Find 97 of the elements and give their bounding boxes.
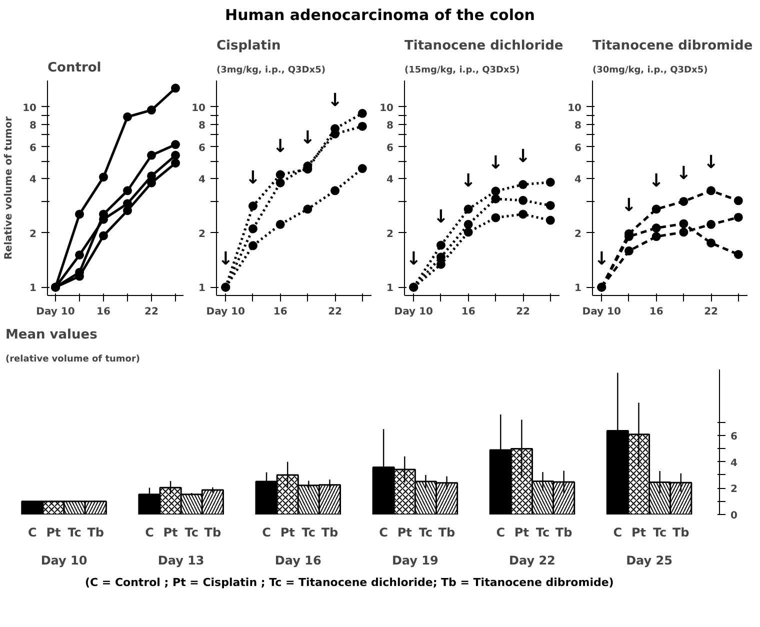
text: Tc [536,526,550,540]
text: (C = Control ; Pt = Cisplatin ; Tc = Titanocene dichloride; Tb = Titanocene dibromide) [85,575,614,592]
x-tick-label: Day 25 [626,554,672,568]
annotation: ↓ [621,196,637,217]
y-tick-label: 2 [198,229,206,240]
y-tick-label: 4 [198,175,206,186]
text: Human adenocarcinoma of the colon [225,5,535,26]
text: Tb [438,526,456,540]
x-tick-label: Day 22 [509,554,556,568]
y-tick-label: 2 [730,484,738,496]
x-tick-label: 22 [328,306,342,318]
y-tick-label: 8 [574,120,582,132]
x-tick-label: Day 10 [394,306,433,318]
text: C [496,526,506,540]
annotation: ↓ [272,136,288,158]
y-tick-label: 6 [386,143,394,154]
chart-title: Titanocene dichloride [404,38,564,54]
annotation: ↓ [676,163,692,184]
y-tick-label: 1 [198,284,206,295]
x-tick-label: Day 10 [40,554,88,568]
text: C [145,526,154,540]
text: Tb [321,526,338,540]
chart-title: Cisplatin [216,38,281,54]
series-label: C [28,526,38,540]
chart-title: Control [48,60,102,76]
x-tick-label: 16 [461,306,476,318]
x-tick-label: 16 [273,306,288,318]
text: Tc [418,526,433,540]
x-tick-label: Day 13 [158,554,204,568]
y-tick-label: 4 [386,175,394,186]
y-tick-label: 0 [730,510,738,522]
y-tick-label: 1 [574,284,582,295]
y-tick-label: 6 [30,143,37,154]
chart-subtitle: (relative volume of tumor) [6,354,140,365]
series-label: Tc [68,526,82,540]
text: Pt [280,526,295,540]
y-tick-label: 2 [386,229,394,240]
text: Pt [397,526,412,540]
x-tick-label: 22 [704,306,718,318]
text: C [379,526,388,540]
y-tick-label: 8 [198,120,206,132]
y-tick-label: 1 [386,284,394,295]
y-tick-label: 8 [30,120,37,132]
text: Tb [672,526,690,540]
text: Tb [204,526,222,540]
y-axis-title: Relative volume of tumor [4,116,15,260]
text: Pt [163,526,178,540]
x-tick-label: Day 19 [392,554,438,568]
y-tick-label: 4 [30,175,37,186]
text: C [262,526,271,540]
text: C [613,526,622,540]
chart-title: Mean values [6,328,98,343]
x-tick-label: 22 [516,306,530,318]
annotation: ↓ [218,249,234,270]
text: Tb [555,526,572,540]
y-tick-label: 2 [574,229,582,240]
annotation: ↓ [648,171,664,192]
annotation: ↓ [460,171,476,192]
series-label: Pt [46,526,62,540]
text: Tc [652,526,667,540]
y-tick-label: 10 [568,103,582,114]
y-tick-label: 6 [730,432,738,443]
annotation: ↓ [488,153,504,174]
chart-subtitle: (3mg/kg, i.p., Q3Dx5) [216,66,326,76]
y-tick-label: 10 [22,103,37,114]
y-tick-label: 8 [386,120,394,132]
x-tick-label: Day 10 [582,306,621,318]
annotation: ↓ [433,207,449,228]
chart-subtitle: (30mg/kg, i.p., Q3Dx5) [592,66,708,76]
annotation: ↓ [245,168,261,189]
x-tick-label: Day 10 [36,306,75,318]
y-tick-label: 2 [30,229,37,240]
y-tick-label: 6 [198,143,206,154]
text: Tc [184,526,198,540]
chart-subtitle: (15mg/kg, i.p., Q3Dx5) [404,66,520,76]
text: Tc [302,526,316,540]
text: Pt [631,526,646,540]
y-tick-label: 10 [192,103,206,114]
y-tick-label: 4 [730,458,738,470]
x-tick-label: Day 16 [274,554,322,568]
y-tick-label: 10 [380,103,394,114]
text: Pt [514,526,529,540]
x-tick-label: 16 [96,306,110,318]
y-tick-label: 6 [574,143,582,154]
annotation: ↓ [406,249,422,270]
annotation: ↓ [515,146,531,168]
x-tick-label: 22 [144,306,158,318]
annotation: ↓ [327,90,343,112]
annotation: ↓ [703,152,719,174]
annotation: ↓ [300,128,316,149]
series-label: Tb [87,526,104,540]
annotation: ↓ [594,249,610,270]
y-tick-label: 4 [574,175,582,186]
y-tick-label: 1 [30,284,37,295]
x-tick-label: 16 [649,306,664,318]
chart-title: Titanocene dibromide [592,38,753,54]
x-tick-label: Day 10 [206,306,245,318]
